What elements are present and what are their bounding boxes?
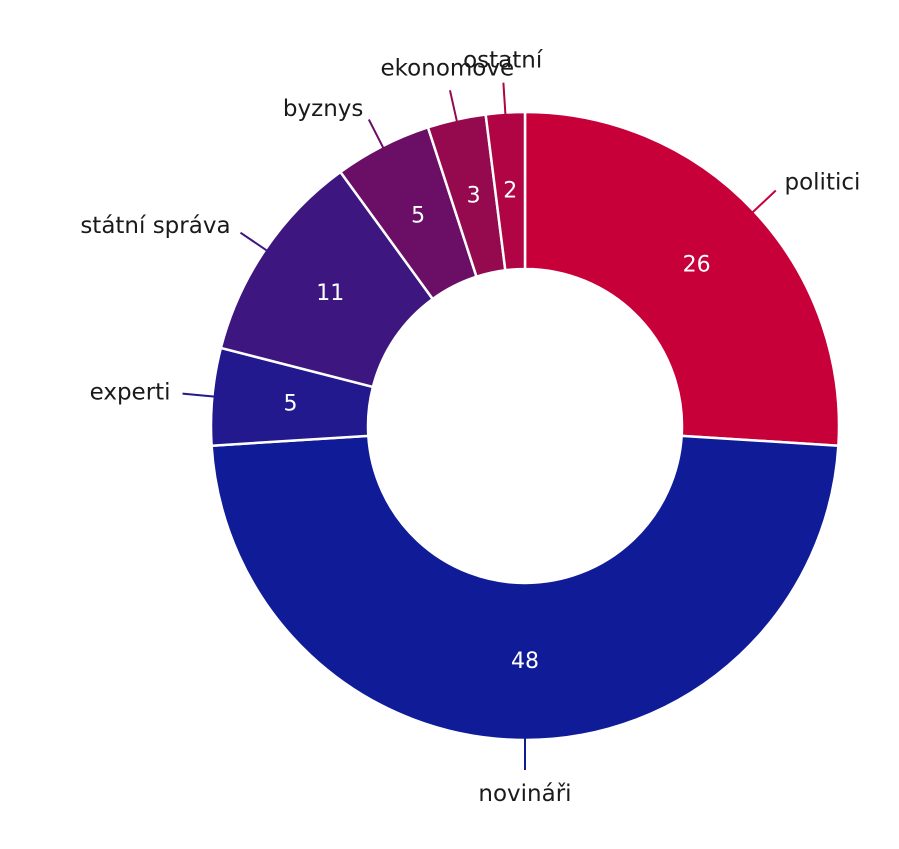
value-label-ekonomove: 3 (467, 184, 481, 209)
category-label-politici: politici (785, 169, 861, 195)
leader-line-ostatni (502, 82, 507, 118)
value-label-byznys: 5 (411, 204, 425, 229)
slices-group (209, 110, 841, 742)
category-label-ostatni: ostatní (463, 48, 543, 74)
category-label-byznys: byznys (283, 96, 363, 122)
leader-line-statni-sprava (239, 231, 270, 254)
leader-lines-group (182, 82, 777, 770)
value-label-statni-sprava: 11 (316, 281, 344, 306)
value-labels-group: 26 48 5 11 5 3 2 (284, 178, 711, 674)
category-label-statni-sprava: státní správa (80, 213, 230, 239)
category-label-ekonomove: ekonomové (381, 56, 515, 82)
category-labels-group: politici novináři experti státní správa byzn… (80, 48, 860, 807)
value-label-politici: 26 (683, 252, 711, 277)
slice-ostatni (484, 110, 527, 272)
category-label-experti: experti (90, 379, 171, 405)
leader-line-byznys (367, 119, 386, 152)
leader-line-experti (182, 392, 218, 398)
slice-politici (523, 110, 841, 447)
value-label-ostatni: 2 (503, 178, 517, 203)
value-label-experti: 5 (284, 391, 298, 416)
category-label-novinari: novináři (478, 781, 571, 807)
value-label-novinari: 48 (511, 649, 539, 674)
leader-line-ekonomove (448, 90, 459, 125)
slice-novinari (210, 434, 840, 742)
leader-line-politici (749, 189, 777, 216)
